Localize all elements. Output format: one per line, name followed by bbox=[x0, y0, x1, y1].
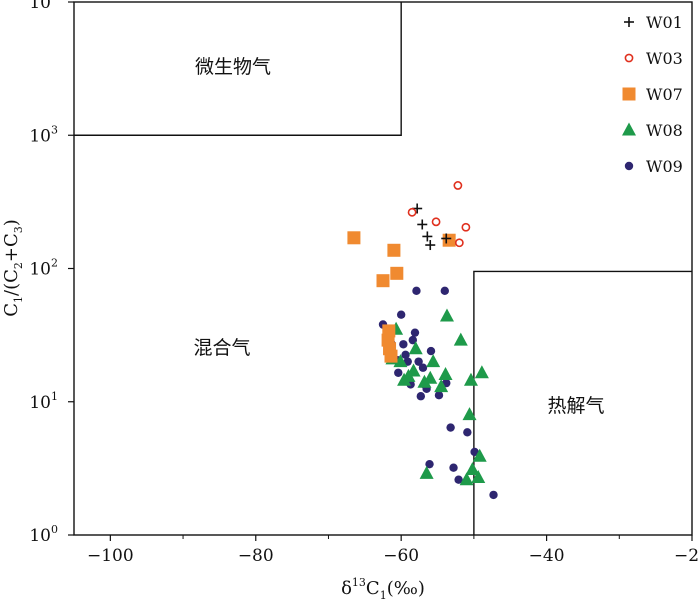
data-point-w09 bbox=[434, 390, 444, 400]
x-tick-label: −20 bbox=[674, 546, 700, 566]
data-point-w07 bbox=[347, 231, 361, 245]
y-tick-label: 103 bbox=[29, 123, 58, 146]
legend-marker-w09 bbox=[624, 161, 634, 171]
data-point-w07 bbox=[442, 233, 456, 247]
data-point-w09 bbox=[489, 490, 498, 500]
y-tick-label: 101 bbox=[29, 390, 58, 413]
region-boundary-thermogenic bbox=[473, 270, 692, 535]
legend-label-w03: W03 bbox=[646, 49, 683, 68]
data-point-w08 bbox=[408, 341, 423, 355]
y-axis-label: C1/(C2+C3) bbox=[1, 219, 25, 317]
data-point-w08 bbox=[393, 354, 408, 368]
data-point-w09 bbox=[396, 310, 406, 319]
data-point-w08 bbox=[465, 462, 480, 476]
plot-frame bbox=[73, 1, 693, 536]
region-label-thermogenic-gas: 热解气 bbox=[547, 395, 604, 417]
data-point-w08 bbox=[439, 308, 454, 322]
data-point-w08 bbox=[462, 407, 477, 421]
data-point-w09 bbox=[399, 340, 408, 349]
data-point-w08 bbox=[453, 332, 468, 346]
data-point-w07 bbox=[376, 274, 390, 288]
data-point-w09 bbox=[470, 447, 479, 457]
legend-marker-w08 bbox=[622, 122, 636, 136]
legend-label-w09: W09 bbox=[646, 157, 683, 176]
points-layer bbox=[347, 181, 498, 500]
y-tick-label: 100 bbox=[29, 523, 58, 546]
data-point-w09 bbox=[412, 286, 421, 296]
legend-marker-w03 bbox=[624, 53, 634, 63]
legend-label-w07: W07 bbox=[646, 85, 683, 104]
legend-label-w08: W08 bbox=[646, 121, 683, 140]
data-point-w08 bbox=[423, 370, 438, 384]
data-point-w08 bbox=[406, 363, 421, 377]
data-point-w08 bbox=[426, 354, 441, 368]
data-point-w08 bbox=[417, 374, 432, 388]
x-tick-label: −40 bbox=[529, 546, 565, 566]
data-point-w08 bbox=[434, 379, 449, 393]
data-point-w09 bbox=[449, 463, 458, 472]
x-tick-label: −60 bbox=[383, 546, 419, 566]
region-boundary-microbial bbox=[74, 2, 402, 136]
legend: W01 W03 W07 W08 W09 bbox=[622, 13, 683, 176]
region-label-mixed-gas: 混合气 bbox=[193, 337, 250, 359]
data-point-w03 bbox=[453, 181, 463, 190]
data-point-w09 bbox=[440, 286, 449, 296]
data-point-w01 bbox=[422, 231, 433, 242]
legend-label-w01: W01 bbox=[646, 13, 683, 32]
data-point-w08 bbox=[438, 367, 453, 381]
data-point-w09 bbox=[403, 357, 412, 366]
data-point-w09 bbox=[418, 363, 428, 372]
data-point-w01 bbox=[425, 240, 436, 251]
data-point-w07 bbox=[387, 243, 401, 257]
x-tick-label: −80 bbox=[238, 546, 274, 566]
legend-marker-w07 bbox=[622, 87, 636, 101]
data-point-w03 bbox=[431, 217, 441, 227]
data-point-w09 bbox=[394, 368, 403, 377]
data-point-w09 bbox=[416, 392, 426, 401]
data-point-w09 bbox=[408, 335, 418, 345]
data-point-w08 bbox=[474, 365, 489, 379]
data-point-w09 bbox=[401, 350, 410, 360]
x-axis-label: δ13C1(‰) bbox=[341, 576, 425, 602]
data-point-w09 bbox=[414, 357, 423, 366]
data-point-w01 bbox=[417, 219, 428, 230]
data-point-w07 bbox=[390, 266, 404, 280]
region-label-microbial-gas: 微生物气 bbox=[195, 56, 271, 78]
data-point-w09 bbox=[425, 459, 434, 469]
data-point-w09 bbox=[426, 346, 436, 356]
data-point-w08 bbox=[459, 472, 474, 486]
data-point-w03 bbox=[454, 238, 464, 248]
data-point-w09 bbox=[446, 423, 455, 432]
data-point-w08 bbox=[471, 470, 486, 484]
x-tick-label: −100 bbox=[87, 546, 134, 566]
data-point-w03 bbox=[461, 222, 471, 232]
data-point-w08 bbox=[419, 465, 434, 479]
data-point-w07 bbox=[384, 349, 398, 363]
data-point-w09 bbox=[410, 328, 420, 337]
data-point-w08 bbox=[472, 448, 487, 462]
y-tick-label: 104 bbox=[29, 0, 58, 13]
data-point-w09 bbox=[463, 428, 472, 437]
data-point-w08 bbox=[463, 372, 478, 386]
data-point-w03 bbox=[407, 207, 417, 217]
data-point-w09 bbox=[454, 475, 463, 484]
legend-marker-w01 bbox=[624, 17, 634, 27]
y-tick-label: 102 bbox=[29, 257, 58, 280]
data-point-w01 bbox=[441, 233, 452, 244]
